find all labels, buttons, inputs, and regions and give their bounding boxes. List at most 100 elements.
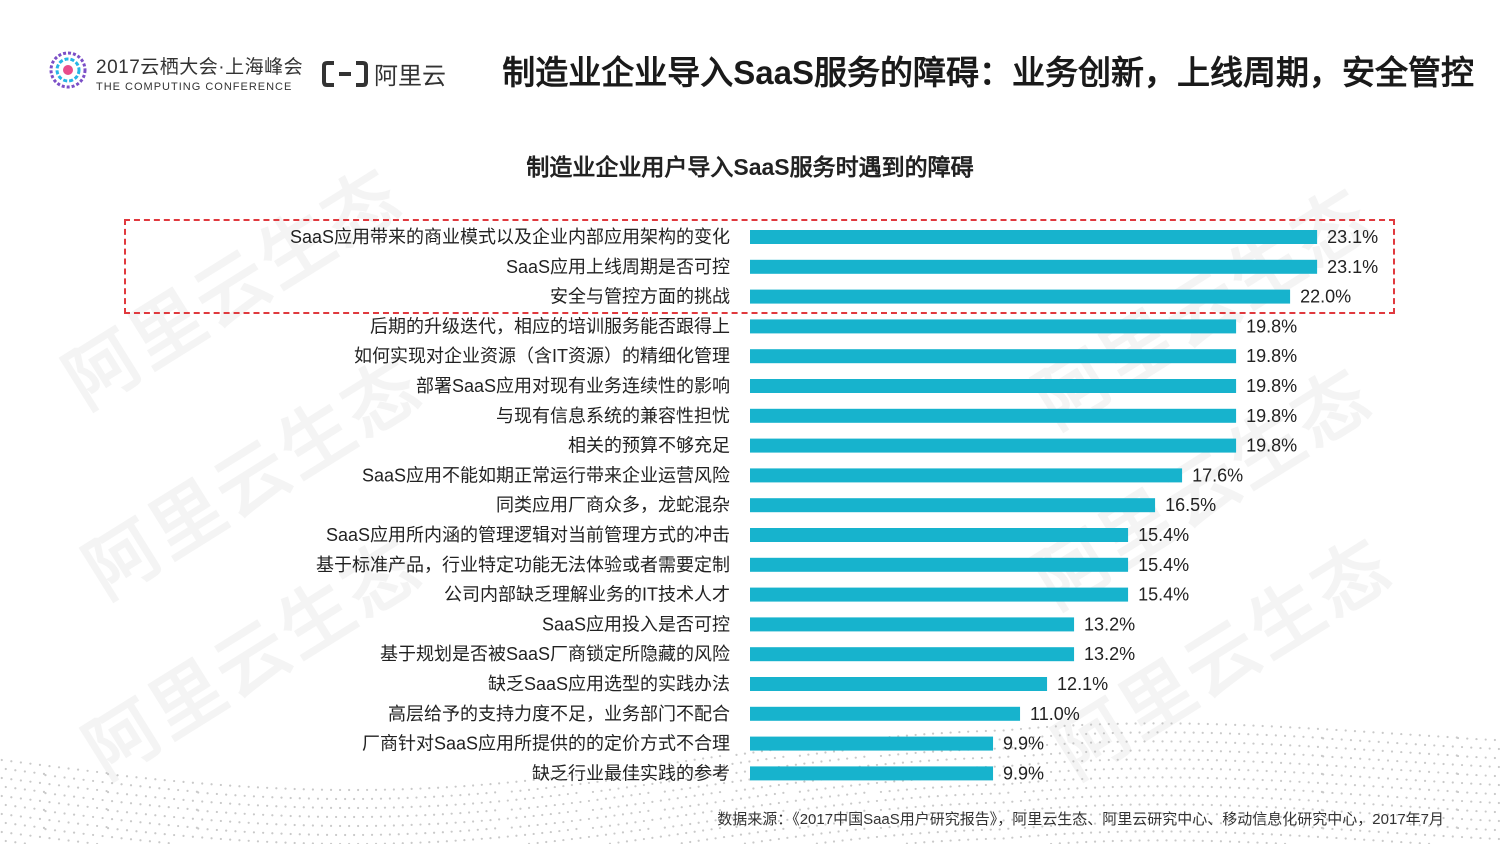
background-dot <box>1390 732 1394 735</box>
background-dot <box>1396 831 1399 835</box>
background-dot <box>215 792 218 796</box>
background-dot <box>1311 826 1314 829</box>
background-dot <box>1032 754 1035 757</box>
background-dot <box>1311 790 1314 793</box>
background-dot <box>1045 833 1049 837</box>
background-dot <box>1197 758 1200 761</box>
background-dot <box>1170 812 1173 815</box>
background-dot <box>735 753 738 756</box>
background-dot <box>1335 764 1338 768</box>
background-dot <box>1007 809 1010 812</box>
background-dot <box>167 824 170 827</box>
background-dot <box>1326 836 1329 839</box>
background-dot <box>1054 815 1057 818</box>
background-dot <box>722 835 726 839</box>
background-dot <box>163 833 166 836</box>
background-dot <box>958 730 961 734</box>
background-dot <box>702 811 705 814</box>
background-dot <box>676 833 679 836</box>
background-dot <box>1206 776 1209 780</box>
background-dot <box>284 805 287 808</box>
background-dot <box>1179 758 1182 761</box>
background-dot <box>1247 733 1250 736</box>
background-dot <box>1072 724 1075 727</box>
background-dot <box>1085 732 1088 736</box>
background-dot <box>596 798 599 801</box>
background-dot <box>1116 740 1119 743</box>
background-dot <box>693 758 696 761</box>
background-dot <box>927 831 931 834</box>
header: 2017云栖大会·上海峰会 THE COMPUTING CONFERENCE 阿… <box>0 0 1500 110</box>
background-dot <box>148 804 151 807</box>
background-dot <box>1283 788 1287 791</box>
background-dot <box>1400 786 1403 790</box>
background-dot <box>1484 774 1487 777</box>
background-dot <box>989 828 992 831</box>
background-dot <box>1049 752 1053 756</box>
background-dot <box>1283 734 1287 737</box>
background-dot <box>1409 841 1412 844</box>
background-dot <box>506 799 509 802</box>
background-dot <box>53 829 57 832</box>
background-dot <box>815 788 819 791</box>
background-dot <box>714 819 717 822</box>
background-dot <box>1134 812 1137 815</box>
background-dot <box>338 788 342 792</box>
background-dot <box>867 800 870 803</box>
value-label: 23.1% <box>1327 257 1378 277</box>
background-dot <box>1437 753 1440 756</box>
background-dot <box>148 786 151 789</box>
background-dot <box>936 830 939 834</box>
background-dot <box>1497 801 1500 805</box>
background-dot <box>963 811 966 814</box>
background-dot <box>710 828 713 831</box>
background-dot <box>579 836 582 840</box>
background-dot <box>14 841 17 844</box>
background-dot <box>1002 747 1005 750</box>
background-dot <box>1381 821 1384 824</box>
background-dot <box>1497 837 1500 841</box>
background-dot <box>1456 772 1460 776</box>
background-dot <box>275 823 278 826</box>
value-label: 15.4% <box>1138 525 1189 545</box>
background-dot <box>243 812 246 815</box>
background-dot <box>1377 758 1380 761</box>
background-dot <box>630 830 633 833</box>
category-label: 高层给予的支持力度不足，业务部门不配合 <box>388 704 730 724</box>
background-dot <box>1368 758 1371 761</box>
background-dot <box>1353 802 1357 805</box>
background-dot <box>1335 728 1338 732</box>
background-dot <box>1152 812 1155 815</box>
background-dot <box>125 811 129 814</box>
background-dot <box>275 787 278 790</box>
background-dot <box>266 840 269 843</box>
category-label: 与现有信息系统的兼容性担忧 <box>496 406 730 426</box>
background-dot <box>841 803 844 806</box>
background-dot <box>1165 803 1168 806</box>
background-dot <box>106 773 110 776</box>
background-dot <box>1302 771 1305 774</box>
background-dot <box>850 838 853 841</box>
background-dot <box>1442 834 1445 838</box>
background-dot <box>600 807 603 810</box>
background-dot <box>320 806 324 809</box>
background-dot <box>748 796 751 799</box>
background-dot <box>1081 831 1084 835</box>
background-dot <box>1045 743 1049 747</box>
background-dot <box>307 815 310 818</box>
background-dot <box>642 801 646 805</box>
background-dot <box>1409 769 1412 772</box>
background-dot <box>135 830 138 833</box>
background-dot <box>773 828 776 832</box>
background-dot <box>1442 798 1445 802</box>
background-dot <box>980 810 983 814</box>
background-dot <box>971 829 975 832</box>
background-dot <box>600 789 603 792</box>
background-dot <box>154 814 157 817</box>
background-dot <box>293 823 296 827</box>
background-dot <box>419 823 422 826</box>
background-dot <box>971 757 975 760</box>
background-dot <box>579 782 582 786</box>
background-dot <box>515 780 518 783</box>
background-dot <box>86 841 89 844</box>
